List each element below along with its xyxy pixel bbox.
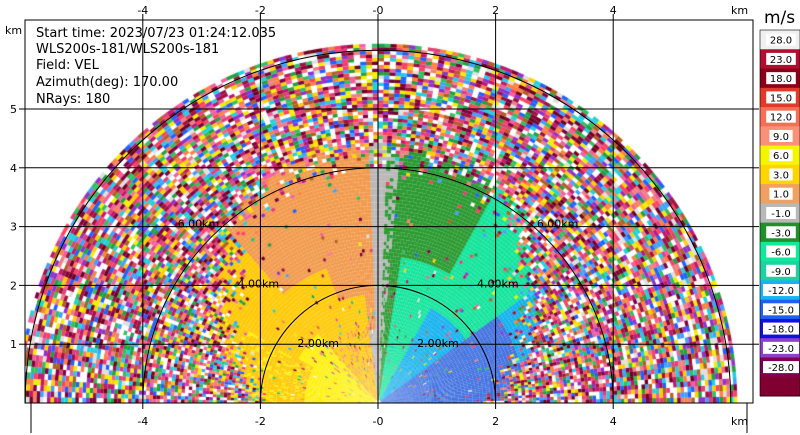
colorbar-tick-label: -28.0 (768, 363, 794, 374)
colorbar-label-bg (766, 207, 796, 219)
colorbar-label-bg (769, 168, 793, 181)
x-tick-label-bottom: -2 (255, 415, 266, 428)
colorbar-label-bg (763, 284, 799, 297)
colorbar-label-bg (763, 341, 799, 354)
x-tick-label-top: 4 (610, 4, 617, 17)
colorbar-tick-label: -12.0 (768, 286, 794, 297)
colorbar-label-bg (769, 187, 793, 200)
colorbar-tick-label: 18.0 (770, 74, 792, 85)
range-ring-label-right: 6.00km (537, 217, 579, 230)
range-ring-label-left: 4.00km (237, 277, 279, 290)
colorbar-tick-label: 28.0 (770, 36, 792, 47)
colorbar-tick-label: -6.0 (771, 248, 791, 259)
colorbar-label-bg (763, 361, 799, 374)
colorbar-label-bg (763, 322, 799, 335)
colorbar-tick-label: -18.0 (768, 325, 794, 336)
info-azimuth: Azimuth(deg): 170.00 (36, 75, 179, 90)
x-tick-label-bottom: 2 (492, 415, 499, 428)
info-nrays: NRays: 180 (36, 92, 111, 107)
colorbar-label-bg (766, 72, 796, 85)
y-tick-label-left: 3 (10, 221, 17, 234)
y-tick-label-left: 1 (10, 338, 17, 351)
x-tick-label-top: -0 (373, 4, 384, 17)
range-ring-label-left: 6.00km (178, 217, 220, 230)
grid-lines (25, 20, 753, 403)
plot-border (24, 19, 754, 404)
colorbar-border (759, 29, 800, 397)
range-ring-label-right: 2.00km (417, 337, 459, 350)
range-ring-label-right: 4.00km (477, 277, 519, 290)
colorbar-label-bg (766, 33, 796, 46)
y-tick-label-left: 2 (10, 279, 17, 292)
axis-ticks: -4-4-2-2-0-022441122334455kmkmkm (5, 4, 770, 433)
info-start-time: Start time: 2023/07/23 01:24:12.035 (36, 26, 277, 41)
axis-unit-label-bottom-right: km (731, 415, 748, 428)
colorbar-unit: m/s (764, 8, 796, 28)
colorbar-label-bg (769, 149, 793, 162)
colorbar-tick-label: -15.0 (768, 305, 794, 316)
colorbar-label-bg (766, 226, 796, 239)
y-tick-label-left: 5 (10, 103, 17, 116)
range-ring-label-left: 2.00km (297, 337, 339, 350)
colorbar-tick-label: 12.0 (770, 113, 792, 124)
colorbar-tick-label: 6.0 (773, 151, 789, 162)
colorbar-tick-label: 9.0 (773, 132, 789, 143)
x-tick-label-bottom: 4 (610, 415, 617, 428)
colorbar-tick-label: 1.0 (773, 190, 789, 201)
colorbar: 28.0 23.0 18.0 15.0 12.0 9.0 6.0 3.0 1.0 -1.0 -3.0… (759, 29, 800, 397)
x-tick-label-bottom: -4 (137, 415, 148, 428)
x-tick-label-top: -4 (137, 4, 148, 17)
range-rings: 2.00km 2.00km 4.00km 4.00km 6.00km 6.00km (24, 49, 732, 404)
x-tick-label-top: -2 (255, 4, 266, 17)
colorbar-tick-label: 3.0 (773, 170, 789, 181)
axis-unit-label-left: km (5, 24, 22, 37)
colorbar-label-bg (766, 245, 796, 258)
colorbar-tick-label: 15.0 (770, 93, 792, 104)
range-ring (259, 284, 497, 404)
y-tick-label-left: 4 (10, 162, 17, 175)
colorbar-label-bg (766, 91, 796, 104)
plot-frame (24, 19, 754, 404)
x-tick-label-bottom: -0 (373, 415, 384, 428)
colorbar-label-bg (766, 52, 796, 65)
colorbar-tick-label: -3.0 (771, 228, 791, 239)
colorbar-tick-label: 23.0 (770, 55, 792, 66)
colorbar-label-bg (766, 264, 796, 277)
info-instrument: WLS200s-181/WLS200s-181 (36, 42, 220, 57)
axis-unit-label-top-right: km (731, 4, 748, 17)
info-field: Field: VEL (36, 58, 99, 73)
range-ring (24, 49, 732, 404)
colorbar-swatch (760, 376, 800, 397)
colorbar-tick-label: -9.0 (771, 267, 791, 278)
range-ring (142, 167, 614, 404)
colorbar-label-bg (766, 110, 796, 123)
colorbar-label-bg (763, 303, 799, 316)
colorbar-tick-label: -1.0 (771, 209, 791, 220)
x-tick-label-top: 2 (492, 4, 499, 17)
colorbar-tick-label: -23.0 (768, 344, 794, 355)
colorbar-label-bg (769, 129, 793, 142)
